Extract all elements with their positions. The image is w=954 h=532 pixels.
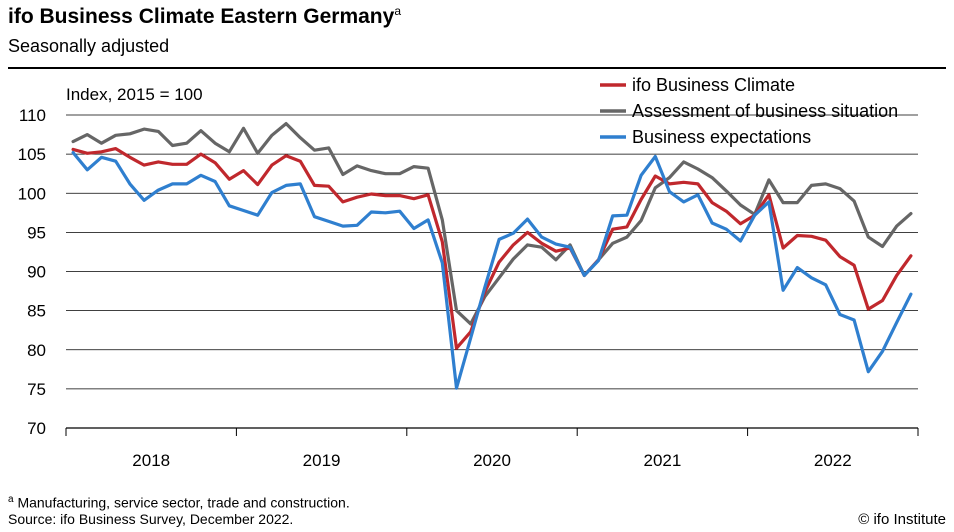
y-tick-label: 70	[27, 419, 46, 438]
series-line-situation	[71, 121, 913, 326]
y-tick-label: 90	[27, 263, 46, 282]
x-tick-label: 2022	[814, 451, 852, 470]
legend-label: Assessment of business situation	[632, 101, 898, 121]
chart-subtitle: Seasonally adjusted	[8, 36, 170, 56]
series-line-climate	[71, 147, 913, 350]
legend-label: ifo Business Climate	[632, 75, 795, 95]
x-tick-label: 2019	[303, 451, 341, 470]
y-tick-label: 75	[27, 380, 46, 399]
x-tick-label: 2018	[132, 451, 170, 470]
legend-label: Business expectations	[632, 127, 811, 147]
footnote-marker: a	[8, 494, 14, 505]
y-tick-label: 105	[18, 145, 46, 164]
y-unit-label: Index, 2015 = 100	[66, 85, 203, 104]
x-tick-label: 2020	[473, 451, 511, 470]
y-tick-label: 110	[19, 106, 46, 125]
title-rule	[8, 67, 946, 69]
copyright: © ifo Institute	[858, 511, 946, 528]
title-footnote-marker: a	[394, 4, 401, 18]
chart-title: ifo Business Climate Eastern Germanya	[8, 4, 401, 28]
series-line-expectations	[71, 151, 913, 390]
source-note: Source: ifo Business Survey, December 20…	[8, 511, 294, 527]
y-tick-label: 85	[27, 302, 46, 321]
x-tick-label: 2021	[643, 451, 681, 470]
y-tick-label: 100	[18, 184, 46, 203]
y-tick-label: 95	[27, 223, 46, 242]
footnote: a Manufacturing, service sector, trade a…	[8, 494, 350, 511]
y-tick-label: 80	[27, 341, 46, 360]
